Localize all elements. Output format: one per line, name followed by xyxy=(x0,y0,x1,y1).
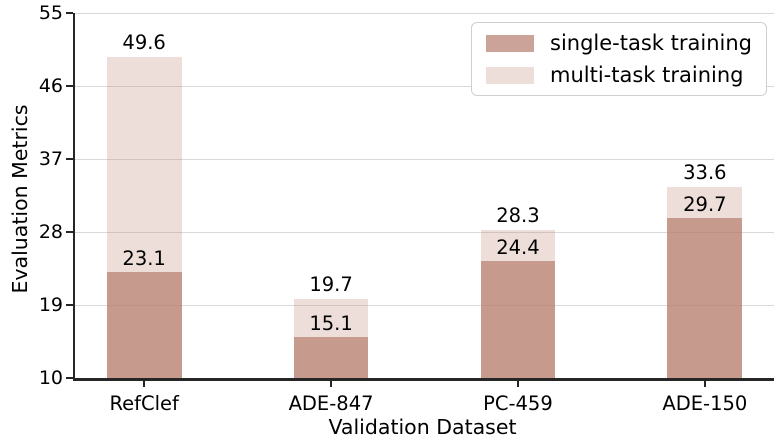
value-label-single-task: 29.7 xyxy=(683,193,727,217)
value-label-multi-task: 49.6 xyxy=(122,30,166,54)
y-tick-mark xyxy=(66,377,73,379)
y-tick-label: 46 xyxy=(38,75,63,97)
legend-entry-multi-task: multi-task training xyxy=(486,61,752,89)
bar-single-task-PC-459 xyxy=(480,261,556,378)
value-label-multi-task: 33.6 xyxy=(683,160,727,184)
multi-task-swatch-icon xyxy=(486,66,535,84)
y-tick-label: 55 xyxy=(38,2,63,24)
gridline-y-46 xyxy=(75,85,774,87)
x-tick-label-ADE-150: ADE-150 xyxy=(662,392,748,415)
bar-single-task-RefClef xyxy=(106,271,182,378)
value-label-single-task: 23.1 xyxy=(122,246,166,270)
y-axis-label: Evaluation Metrics xyxy=(8,104,32,294)
legend-label-multi-task: multi-task training xyxy=(550,63,744,87)
x-tick-label-ADE-847: ADE-847 xyxy=(288,392,374,415)
y-tick-mark xyxy=(66,12,73,14)
y-tick-mark xyxy=(66,85,73,87)
y-tick-mark xyxy=(66,158,73,160)
legend-entry-single-task: single-task training xyxy=(486,29,752,57)
x-tick-mark xyxy=(143,381,146,387)
x-tick-label-RefClef: RefClef xyxy=(109,392,179,415)
y-tick-label: 37 xyxy=(38,148,63,170)
bar-single-task-ADE-150 xyxy=(667,218,743,378)
value-label-multi-task: 19.7 xyxy=(309,273,353,297)
gridline-y-55 xyxy=(75,12,774,14)
x-tick-label-PC-459: PC-459 xyxy=(483,392,553,415)
value-label-multi-task: 28.3 xyxy=(496,203,540,227)
legend: single-task training multi-task training xyxy=(471,22,767,96)
y-tick-label: 28 xyxy=(38,221,63,243)
gridline-y-37 xyxy=(75,158,774,160)
value-label-single-task: 15.1 xyxy=(309,311,353,335)
bar-single-task-ADE-847 xyxy=(293,336,369,378)
gridline-y-28 xyxy=(75,231,774,233)
x-tick-mark xyxy=(330,381,333,387)
y-tick-label: 10 xyxy=(38,367,63,389)
x-tick-mark xyxy=(516,381,519,387)
x-axis-label: Validation Dataset xyxy=(328,415,517,439)
single-task-swatch-icon xyxy=(486,34,535,52)
x-tick-mark xyxy=(703,381,706,387)
y-tick-mark xyxy=(66,304,73,306)
y-tick-label: 19 xyxy=(38,294,63,316)
plot-area: 49.6 23.1 19.7 15.1 28.3 24.4 33.6 29.7 10 19 28 3… xyxy=(39,2,774,415)
legend-label-single-task: single-task training xyxy=(550,31,752,55)
y-tick-mark xyxy=(66,231,73,233)
gridline-y-19 xyxy=(75,304,774,306)
value-label-single-task: 24.4 xyxy=(496,236,540,260)
